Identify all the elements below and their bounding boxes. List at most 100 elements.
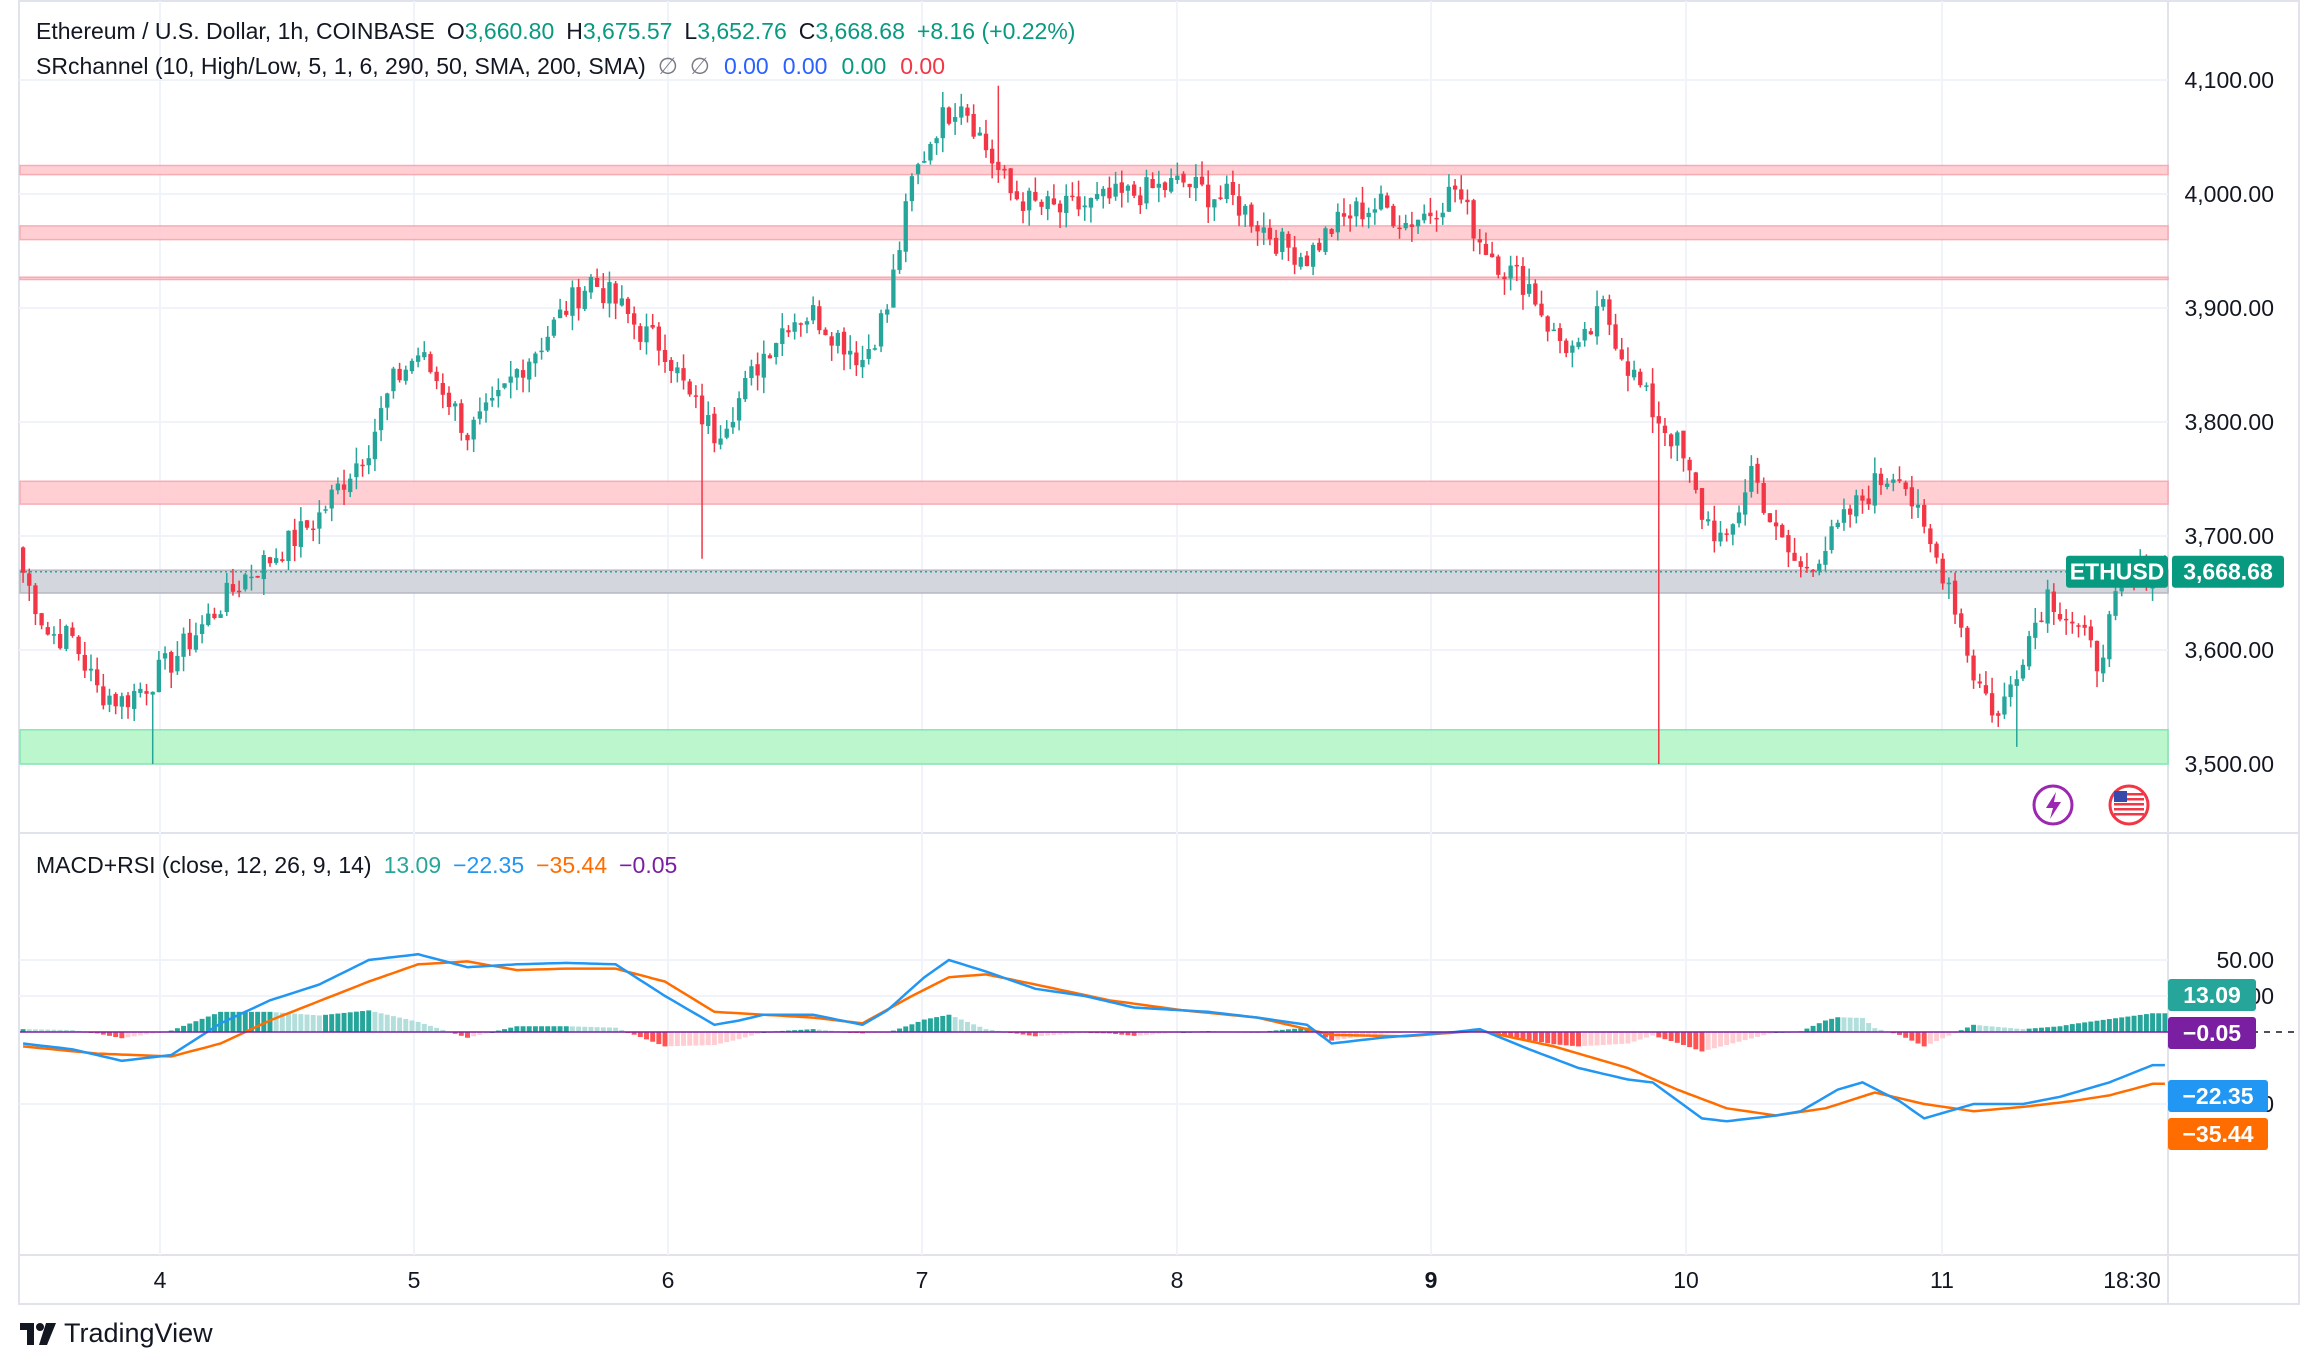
macd-histogram-bar bbox=[1995, 1026, 2001, 1032]
candle-body bbox=[1088, 197, 1094, 208]
sr-zone-current bbox=[19, 569, 2169, 594]
candle-body bbox=[360, 464, 365, 467]
srchannel-legend[interactable]: SRchannel (10, High/Low, 5, 1, 6, 290, 5… bbox=[36, 53, 949, 80]
lightning-icon-bolt bbox=[2046, 792, 2061, 819]
macd-histogram-bar bbox=[736, 1032, 742, 1040]
macd-histogram-bar bbox=[903, 1026, 909, 1032]
macd-histogram-bar bbox=[816, 1029, 822, 1032]
candle-body bbox=[946, 107, 952, 124]
candle-body bbox=[1397, 227, 1402, 230]
macd-histogram-bar bbox=[1625, 1032, 1631, 1044]
candle-body bbox=[508, 376, 513, 383]
candle-body bbox=[1588, 331, 1594, 335]
macd-histogram-bar bbox=[1736, 1032, 1742, 1042]
macd-histogram-bar bbox=[1822, 1020, 1828, 1032]
candle-body bbox=[378, 408, 384, 431]
candle-body bbox=[1656, 416, 1661, 424]
us-flag-stripe bbox=[2114, 793, 2144, 796]
candle-body bbox=[860, 359, 865, 368]
x-tick-label: 10 bbox=[1673, 1267, 1699, 1293]
macd-histogram-bar bbox=[1020, 1032, 1026, 1035]
tradingview-logo[interactable]: TradingView bbox=[20, 1318, 213, 1349]
candle-body bbox=[2045, 589, 2050, 624]
macd-histogram-bar bbox=[1378, 1032, 1384, 1034]
macd-histogram-bar bbox=[1322, 1032, 1328, 1038]
candle-body bbox=[1996, 713, 2001, 716]
macd-legend[interactable]: MACD+RSI (close, 12, 26, 9, 14) 13.09 −2… bbox=[36, 852, 681, 879]
candle-body bbox=[2014, 679, 2019, 686]
candle-body bbox=[1471, 200, 1476, 239]
candle-body bbox=[582, 290, 587, 310]
macd-histogram-bar bbox=[798, 1029, 804, 1032]
macd-histogram-bar bbox=[1680, 1032, 1686, 1045]
close-label: C bbox=[798, 18, 816, 44]
macd-histogram-bar bbox=[668, 1032, 674, 1047]
macd-histogram-bar bbox=[2131, 1015, 2137, 1032]
macd-histogram-bar bbox=[310, 1014, 316, 1032]
candle-body bbox=[1378, 193, 1384, 210]
candle-body bbox=[1409, 224, 1415, 228]
candle-body bbox=[224, 582, 229, 612]
macd-tick-label: 50.00 bbox=[2216, 947, 2274, 973]
candle-body bbox=[1360, 202, 1365, 220]
candle-body bbox=[471, 419, 476, 440]
candle-body bbox=[273, 558, 279, 563]
macd-histogram-bar bbox=[927, 1018, 933, 1032]
macd-histogram-bar bbox=[69, 1030, 75, 1032]
macd-histogram-bar bbox=[934, 1017, 940, 1032]
candle-body bbox=[1712, 520, 1717, 542]
candle-body bbox=[570, 287, 575, 316]
close-value: 3,668.68 bbox=[815, 18, 905, 44]
candle-body bbox=[76, 636, 81, 655]
macd-value-badge-bg bbox=[2168, 1080, 2268, 1112]
macd-histogram-bar bbox=[113, 1032, 119, 1038]
candle-body bbox=[1743, 492, 1748, 515]
macd-histogram-bar bbox=[218, 1011, 224, 1032]
candle-body bbox=[2020, 664, 2026, 679]
macd-histogram-bar bbox=[181, 1025, 187, 1032]
srchannel-glyph-2: ∅ bbox=[689, 53, 710, 79]
tradingview-logo-icon bbox=[20, 1322, 56, 1345]
macd-histogram-bar bbox=[1835, 1017, 1841, 1032]
macd-histogram-bar bbox=[1501, 1032, 1507, 1036]
candle-body bbox=[2088, 626, 2094, 641]
candle-body bbox=[1613, 324, 1618, 349]
candle-body bbox=[959, 106, 964, 118]
candle-body bbox=[1668, 434, 1674, 447]
candle-body bbox=[872, 348, 878, 350]
macd-histogram-bar bbox=[1545, 1032, 1551, 1044]
lightning-icon[interactable] bbox=[2032, 784, 2074, 826]
candle-body bbox=[156, 659, 162, 693]
macd-histogram-bar bbox=[434, 1027, 440, 1032]
x-tick-label: 8 bbox=[1171, 1267, 1184, 1293]
candle-body bbox=[718, 438, 723, 445]
x-tick-label: 18:30 bbox=[2103, 1267, 2161, 1293]
candle-body bbox=[1452, 185, 1458, 190]
candle-body bbox=[323, 509, 328, 511]
candle-body bbox=[527, 361, 532, 380]
candle-body bbox=[1261, 227, 1266, 233]
candle-body bbox=[1131, 184, 1137, 196]
macd-histogram-bar bbox=[137, 1032, 143, 1036]
macd-histogram-bar bbox=[1674, 1032, 1680, 1043]
candle-body bbox=[1317, 242, 1322, 251]
macd-histogram-bar bbox=[2106, 1019, 2112, 1032]
candle-body bbox=[804, 321, 810, 325]
candle-body bbox=[656, 326, 662, 351]
macd-histogram-bar bbox=[119, 1032, 125, 1039]
candle-body bbox=[761, 353, 766, 378]
candle-body bbox=[1767, 513, 1773, 523]
candle-body bbox=[2063, 618, 2069, 621]
candle-body bbox=[699, 395, 705, 425]
us-flag-icon[interactable] bbox=[2108, 784, 2150, 826]
macd-histogram-bar bbox=[477, 1032, 483, 1035]
candle-body bbox=[1002, 168, 1007, 171]
macd-histogram-bar bbox=[1878, 1029, 1884, 1032]
macd-histogram-bar bbox=[1532, 1032, 1538, 1042]
macd-histogram-bar bbox=[2038, 1027, 2044, 1032]
price-tick-label: 3,500.00 bbox=[2184, 751, 2274, 777]
candle-body bbox=[1094, 194, 1100, 200]
candle-body bbox=[767, 355, 773, 359]
x-tick-label: 5 bbox=[408, 1267, 421, 1293]
